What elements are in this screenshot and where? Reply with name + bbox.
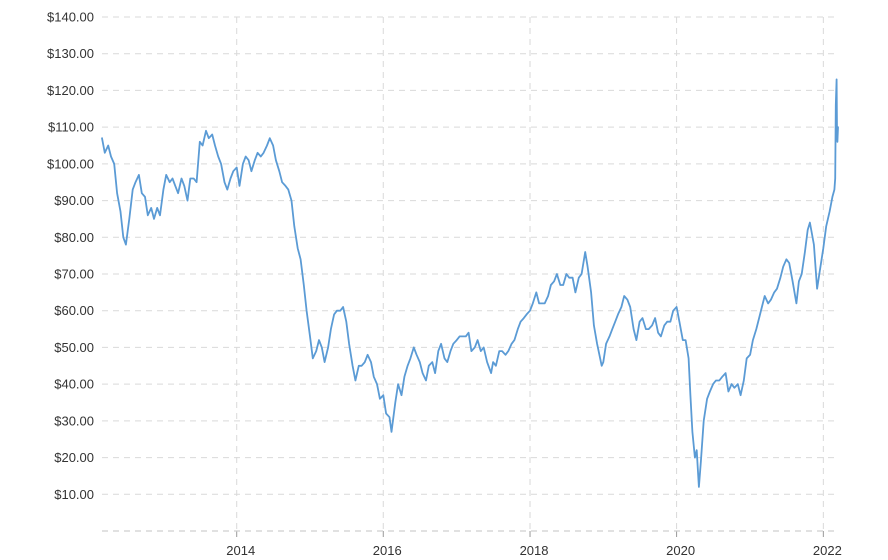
y-tick-label: $10.00 xyxy=(54,487,94,502)
y-tick-label: $130.00 xyxy=(47,46,94,61)
y-tick-label: $110.00 xyxy=(48,120,94,135)
grid xyxy=(102,16,838,531)
axes: $10.00 $20.00 $30.00 $40.00 $50.00 $60.00 $70.… xyxy=(47,10,842,559)
y-tick-label: $20.00 xyxy=(54,450,94,465)
y-tick-label: $100.00 xyxy=(47,156,94,171)
y-tick-label: $90.00 xyxy=(54,193,94,208)
y-tick-label: $80.00 xyxy=(54,230,94,245)
y-tick-label: $120.00 xyxy=(47,83,94,98)
x-tick-label: 2022 xyxy=(813,543,842,558)
y-tick-label: $50.00 xyxy=(54,340,94,355)
x-tick-label: 2014 xyxy=(226,543,255,558)
x-tick-label: 2016 xyxy=(373,543,402,558)
y-tick-label: $60.00 xyxy=(54,303,94,318)
series-line-0 xyxy=(101,78,839,488)
y-tick-label: $140.00 xyxy=(47,10,94,25)
y-tick-label: $40.00 xyxy=(54,377,94,392)
x-tick-label: 2020 xyxy=(666,543,695,558)
x-tick-label: 2018 xyxy=(520,543,549,558)
y-tick-label: $70.00 xyxy=(54,267,94,282)
series-layer xyxy=(101,78,839,488)
y-tick-label: $30.00 xyxy=(54,413,94,428)
